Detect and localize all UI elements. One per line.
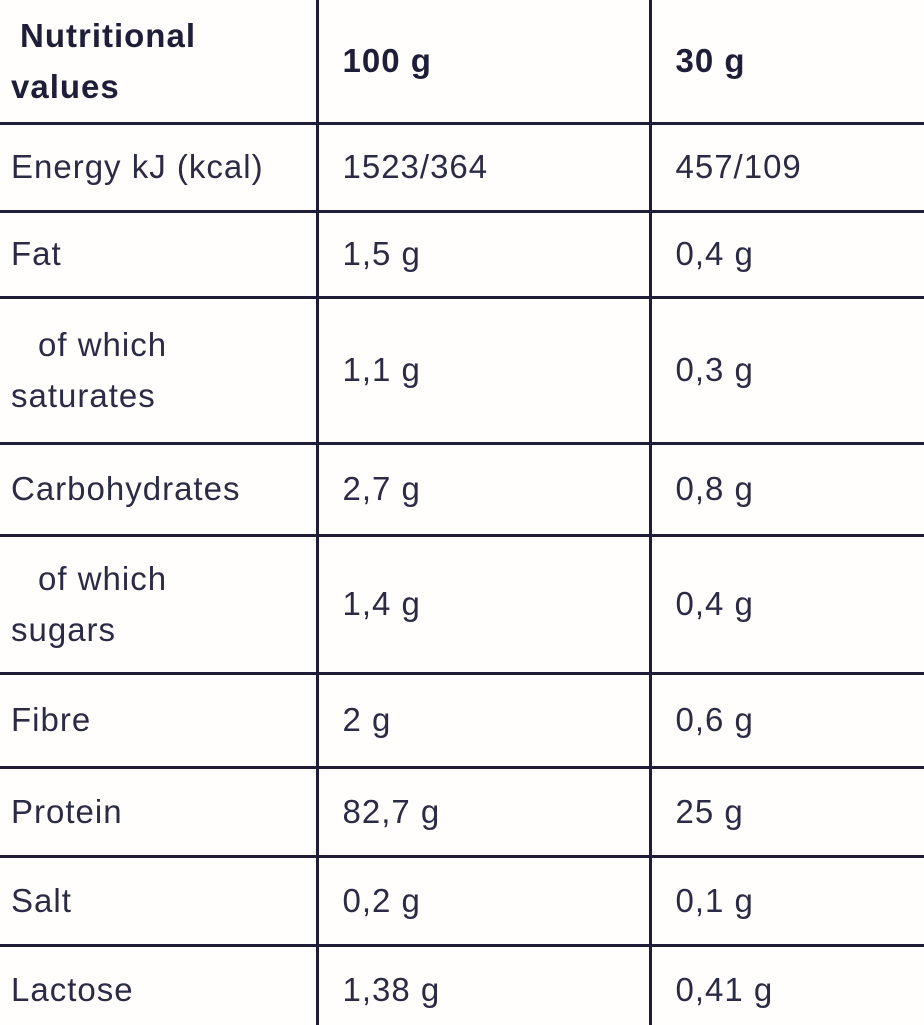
nutrient-label-cell: Carbohydrates — [0, 443, 317, 537]
nutrient-label-cell: Lactose — [0, 945, 317, 1025]
nutrient-label-cell: of which saturates — [0, 297, 317, 445]
header-label: Nutritional values — [11, 16, 196, 105]
row-per100: 1,4 g — [342, 585, 421, 623]
row-per100: 82,7 g — [342, 792, 441, 830]
row-label: Lactose — [11, 971, 134, 1009]
table-row: Fibre 2 g 0,6 g — [0, 673, 924, 769]
row-per30: 457/109 — [675, 148, 802, 186]
table-row: Salt 0,2 g 0,1 g — [0, 856, 924, 947]
per-100g-value-cell: 0,2 g — [315, 856, 650, 947]
row-per30: 0,4 g — [675, 235, 754, 273]
table-row: Energy kJ (kcal) 1523/364 457/109 — [0, 123, 924, 213]
table-row: of which sugars 1,4 g 0,4 g — [0, 535, 924, 675]
row-per30: 0,1 g — [675, 881, 754, 919]
row-label: Fibre — [11, 701, 92, 739]
per-100g-value-cell: 1,4 g — [315, 535, 650, 675]
per-100g-value-cell: 82,7 g — [315, 767, 650, 858]
nutrient-label-cell: of which sugars — [0, 535, 317, 675]
row-per100: 0,2 g — [342, 881, 421, 919]
per-100g-value-cell: 1,38 g — [315, 945, 650, 1025]
per-30g-value-cell: 0,4 g — [648, 535, 924, 675]
row-per30: 0,3 g — [675, 351, 754, 389]
row-per30: 0,41 g — [675, 971, 774, 1009]
row-label: of which sugars — [11, 559, 168, 648]
row-label: Fat — [11, 235, 62, 273]
row-per30: 0,6 g — [675, 701, 754, 739]
header-30g-label: 30 g — [675, 42, 746, 80]
row-per100: 2 g — [342, 701, 392, 739]
row-per100: 2,7 g — [342, 470, 421, 508]
per-100g-value-cell: 2,7 g — [315, 443, 650, 537]
row-per100: 1,5 g — [342, 235, 421, 273]
row-label: Energy kJ (kcal) — [11, 148, 264, 186]
header-cell-nutritional-values: Nutritional values — [0, 0, 317, 125]
header-cell-100g: 100 g — [315, 0, 650, 125]
table-row: Carbohydrates 2,7 g 0,8 g — [0, 443, 924, 537]
per-100g-value-cell: 1523/364 — [315, 123, 650, 213]
per-30g-value-cell: 0,3 g — [648, 297, 924, 445]
row-per30: 0,8 g — [675, 470, 754, 508]
row-label: Salt — [11, 881, 72, 919]
row-per30: 25 g — [675, 792, 744, 830]
row-per30: 0,4 g — [675, 585, 754, 623]
per-100g-value-cell: 2 g — [315, 673, 650, 769]
table-row: Protein 82,7 g 25 g — [0, 767, 924, 858]
row-per100: 1,38 g — [342, 971, 441, 1009]
nutrient-label-cell: Protein — [0, 767, 317, 858]
per-30g-value-cell: 0,1 g — [648, 856, 924, 947]
table-row: of which saturates 1,1 g 0,3 g — [0, 297, 924, 445]
per-30g-value-cell: 0,41 g — [648, 945, 924, 1025]
nutrient-label-cell: Fibre — [0, 673, 317, 769]
row-label: Carbohydrates — [11, 470, 241, 508]
nutrition-table-header: Nutritional values 100 g 30 g — [0, 0, 924, 125]
per-100g-value-cell: 1,1 g — [315, 297, 650, 445]
table-body: Energy kJ (kcal) 1523/364 457/109 Fat 1,… — [0, 123, 924, 1025]
per-30g-value-cell: 25 g — [648, 767, 924, 858]
per-30g-value-cell: 0,8 g — [648, 443, 924, 537]
header-row: Nutritional values 100 g 30 g — [0, 0, 924, 125]
nutrient-label-cell: Energy kJ (kcal) — [0, 123, 317, 213]
per-30g-value-cell: 0,4 g — [648, 211, 924, 299]
nutrient-label-cell: Salt — [0, 856, 317, 947]
table-row: Fat 1,5 g 0,4 g — [0, 211, 924, 299]
row-label: of which saturates — [11, 325, 168, 414]
nutrient-label-cell: Fat — [0, 211, 317, 299]
row-label: Protein — [11, 792, 123, 830]
header-cell-30g: 30 g — [648, 0, 924, 125]
row-per100: 1,1 g — [342, 351, 421, 389]
header-100g-label: 100 g — [342, 42, 432, 80]
table-row: Lactose 1,38 g 0,41 g — [0, 945, 924, 1025]
row-per100: 1523/364 — [342, 148, 489, 186]
per-100g-value-cell: 1,5 g — [315, 211, 650, 299]
per-30g-value-cell: 0,6 g — [648, 673, 924, 769]
per-30g-value-cell: 457/109 — [648, 123, 924, 213]
